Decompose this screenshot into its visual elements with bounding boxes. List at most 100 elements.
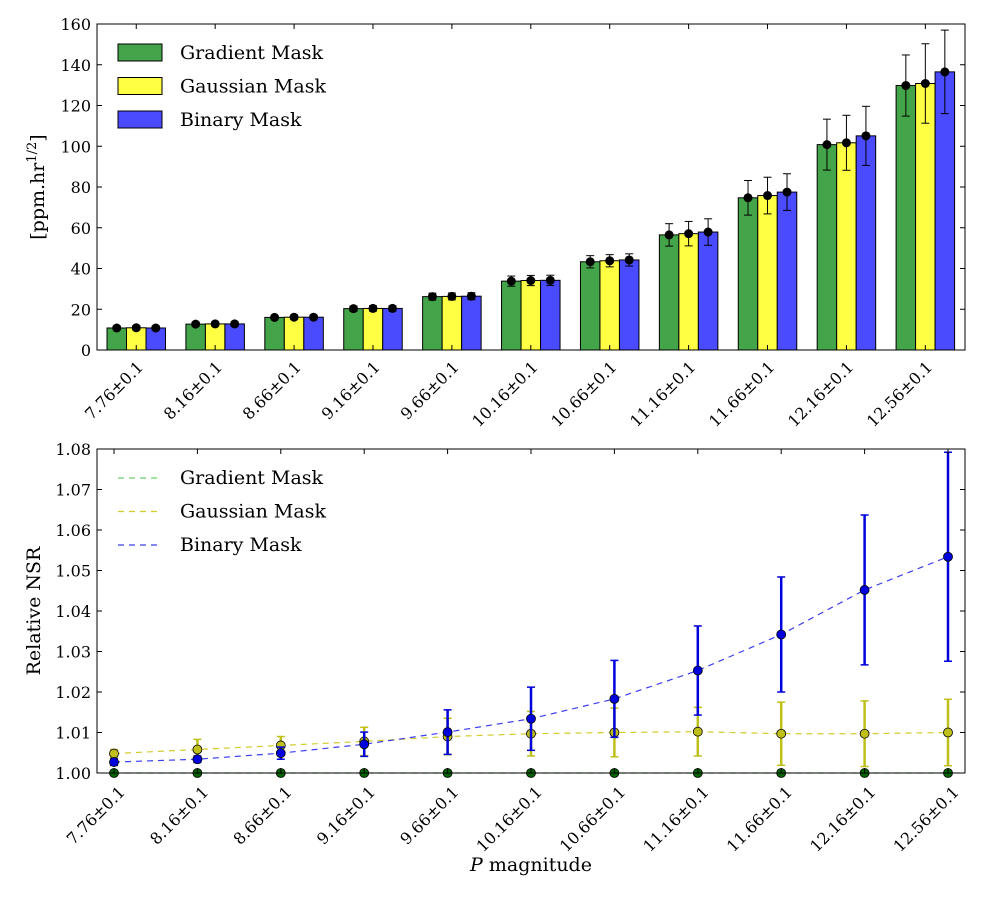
bar [678, 233, 699, 351]
bar-chart-ylabel-sup: 1/2 [25, 142, 40, 163]
y-tick-label: 140 [60, 56, 91, 75]
x-tick-label: 10.16±0.1 [473, 782, 546, 855]
x-tick-label: 7.76±0.1 [63, 782, 129, 848]
x-tick-label: 8.16±0.1 [160, 357, 226, 423]
bar [658, 234, 680, 351]
y-tick-label: 120 [60, 97, 91, 116]
bar [264, 316, 285, 351]
data-point [109, 748, 119, 759]
y-tick-label: 1.07 [55, 481, 91, 500]
legend-label: Gradient Mask [180, 467, 324, 489]
legend-swatch [117, 110, 163, 129]
x-tick-label: 10.66±0.1 [556, 782, 629, 855]
data-point [447, 291, 457, 301]
legend-swatch [117, 77, 163, 95]
y-tick-label: 1.05 [55, 562, 91, 581]
data-point [943, 727, 953, 738]
data-point [920, 78, 930, 88]
data-point [776, 629, 787, 640]
x-tick-label: 12.16±0.1 [784, 357, 857, 430]
bar [520, 280, 542, 351]
x-tick-label: 12.56±0.1 [890, 782, 963, 855]
bar-chart-ylabel-base: [ppm.hr [27, 162, 49, 240]
y-tick-label: 1.02 [55, 683, 91, 702]
data-point [309, 312, 319, 322]
data-point [822, 140, 832, 150]
data-point [109, 757, 119, 767]
y-tick-label: 60 [71, 219, 91, 238]
data-point [442, 727, 453, 737]
x-tick-label: 9.16±0.1 [318, 357, 384, 423]
x-tick-label: 11.16±0.1 [639, 782, 712, 855]
legend-label: Binary Mask [180, 109, 302, 131]
series-line [113, 731, 949, 755]
line-chart-xlabel: P magnitude [469, 854, 592, 876]
y-tick-label: 40 [71, 260, 91, 279]
data-point [466, 291, 476, 301]
data-point [191, 319, 201, 329]
data-point [359, 739, 370, 750]
bar-chart-ylabel-close: ] [27, 134, 49, 141]
data-point [112, 323, 122, 333]
y-tick-label: 160 [60, 15, 91, 34]
legend-label: Gaussian Mask [180, 76, 326, 98]
data-point [348, 304, 358, 314]
x-tick-label: 9.66±0.1 [397, 357, 463, 423]
data-point [664, 230, 674, 240]
bar [501, 280, 522, 351]
legend-label: Gradient Mask [180, 42, 324, 64]
x-tick-label: 8.66±0.1 [239, 357, 305, 423]
x-tick-label: 11.16±0.1 [626, 357, 699, 430]
data-point [841, 138, 851, 148]
data-point [192, 744, 203, 755]
bar-chart-legend: Gradient Mask Gaussian Mask Binary Mask [117, 42, 326, 131]
y-tick-label: 1.06 [55, 521, 91, 540]
bar [599, 260, 620, 351]
bar [540, 279, 561, 351]
line-chart-panel: 7.76±0.1 8.16±0.1 8.66±0.1 9.16±0.1 9.66±0.1… [23, 440, 966, 876]
data-point [861, 131, 871, 141]
line-chart-legend: Gradient Mask Gaussian Mask Binary Mask [118, 467, 326, 556]
bar-chart-panel: 7.76±0.1 8.16±0.1 8.66±0.1 9.16±0.1 9.66±0.1… [25, 15, 966, 431]
data-point [605, 256, 615, 266]
data-point [609, 693, 620, 704]
x-tick-label: 12.56±0.1 [863, 357, 936, 430]
data-point [859, 728, 870, 739]
data-point [427, 292, 437, 302]
data-point [743, 193, 753, 203]
x-tick-label: 11.66±0.1 [723, 782, 796, 855]
data-point [940, 67, 950, 77]
data-point [776, 728, 787, 739]
data-point [859, 585, 870, 595]
data-point [368, 303, 378, 313]
data-point [684, 229, 694, 239]
bar [776, 191, 798, 351]
bar [855, 135, 877, 351]
data-point [782, 187, 792, 197]
data-point [763, 191, 773, 201]
data-point [901, 81, 911, 91]
bar [441, 295, 463, 351]
bar [303, 316, 324, 351]
data-point [692, 726, 703, 737]
data-point [289, 312, 299, 322]
bar [362, 307, 384, 351]
data-point [151, 323, 161, 333]
data-point [585, 257, 595, 267]
x-tick-label: 7.76±0.1 [81, 357, 147, 423]
x-tick-label: 9.66±0.1 [396, 782, 462, 848]
y-tick-label: 80 [71, 178, 91, 197]
bar [757, 195, 778, 351]
y-tick-label: 1.04 [55, 602, 91, 621]
bar-error-group [112, 29, 950, 333]
bar [579, 261, 601, 351]
data-point [270, 312, 280, 322]
bar [382, 307, 403, 351]
data-point [526, 713, 536, 724]
data-point [692, 665, 703, 676]
x-tick-label: 12.16±0.1 [806, 782, 879, 855]
data-point [545, 275, 555, 285]
line-chart-xlabel-var: P [469, 854, 484, 876]
y-tick-label: 1.01 [55, 724, 91, 743]
